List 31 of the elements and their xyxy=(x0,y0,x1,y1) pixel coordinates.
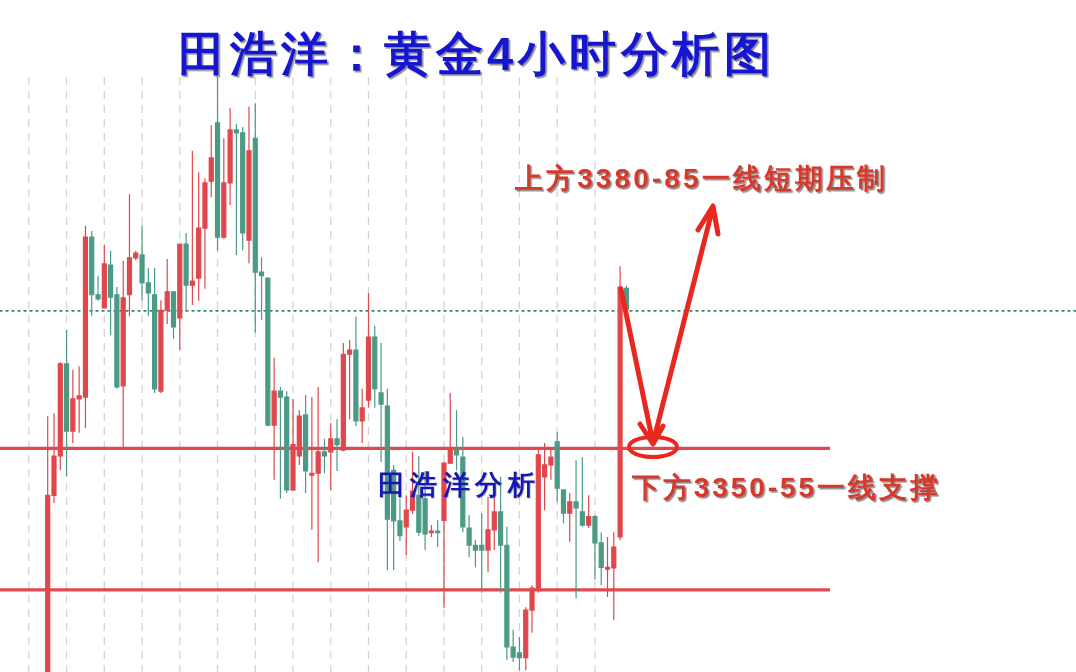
candlestick xyxy=(214,76,221,252)
candlestick xyxy=(208,124,214,198)
candlestick xyxy=(359,388,365,444)
candlestick xyxy=(435,519,441,548)
candlestick xyxy=(372,325,378,409)
chart-title: 田浩洋：黄金4小时分析图 xyxy=(178,27,776,80)
candlestick xyxy=(189,150,195,306)
candlestick xyxy=(453,409,460,471)
candlestick xyxy=(378,342,384,463)
candlestick xyxy=(353,316,359,427)
candlestick xyxy=(560,489,567,524)
candlestick xyxy=(586,494,592,529)
candlestick xyxy=(573,459,579,599)
ref-line-label: 下方3350-55一线支撑 xyxy=(631,472,941,504)
candlestick xyxy=(428,524,434,538)
candlestick xyxy=(321,438,328,474)
candlestick xyxy=(170,291,177,340)
candlestick xyxy=(265,277,271,427)
annotation: 上方3380-85一线短期压制 xyxy=(514,163,889,194)
candlestick xyxy=(365,292,372,409)
candlestick xyxy=(152,267,158,394)
candlestick xyxy=(101,244,107,309)
candlestick xyxy=(334,418,340,472)
candlestick xyxy=(246,106,252,264)
candlestick xyxy=(554,431,560,503)
candlestick xyxy=(567,492,573,543)
candlestick xyxy=(579,456,585,528)
candlestick xyxy=(183,232,189,311)
candlestick xyxy=(63,329,70,477)
candlestick xyxy=(302,394,309,494)
candlestick xyxy=(177,243,183,351)
